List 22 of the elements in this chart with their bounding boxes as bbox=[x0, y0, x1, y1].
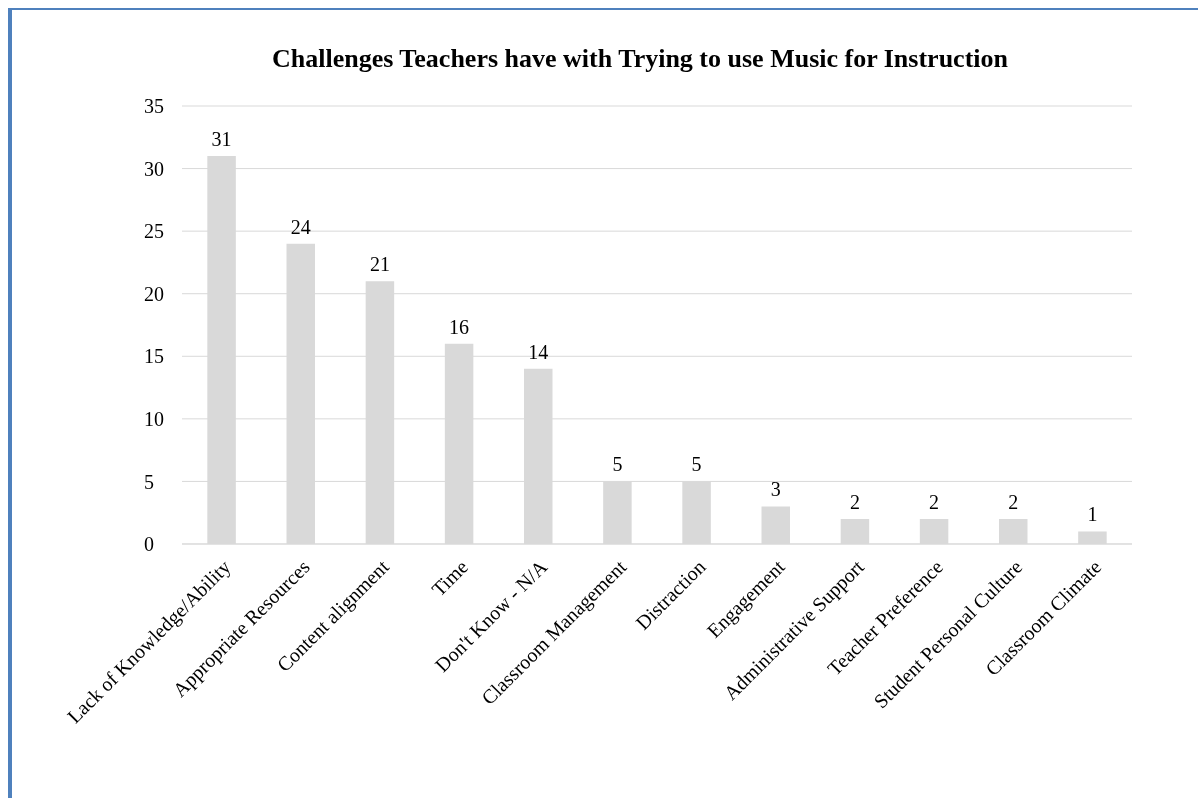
y-tick-label: 5 bbox=[144, 470, 154, 493]
y-tick-label: 25 bbox=[144, 220, 164, 243]
data-label: 2 bbox=[1008, 490, 1019, 513]
data-label: 1 bbox=[1087, 503, 1098, 526]
y-tick-label: 0 bbox=[144, 533, 154, 556]
chart-title: Challenges Teachers have with Trying to use Music for Instruction bbox=[271, 43, 1009, 75]
y-tick-label: 15 bbox=[144, 345, 164, 368]
data-label: 16 bbox=[449, 315, 470, 338]
y-tick-label: 30 bbox=[144, 157, 164, 180]
data-label: 3 bbox=[770, 478, 781, 501]
y-tick-label: 20 bbox=[144, 282, 164, 305]
data-label: 5 bbox=[612, 453, 623, 476]
data-label: 5 bbox=[691, 453, 702, 476]
data-label: 14 bbox=[528, 340, 549, 363]
data-label: 31 bbox=[211, 128, 232, 151]
data-label: 24 bbox=[290, 215, 311, 238]
y-tick-label: 10 bbox=[144, 407, 164, 430]
y-tick-label: 35 bbox=[144, 95, 164, 118]
data-label: 21 bbox=[369, 253, 390, 276]
data-label: 2 bbox=[849, 490, 860, 513]
x-tick-label: Time bbox=[427, 555, 473, 601]
data-label: 2 bbox=[929, 490, 940, 513]
